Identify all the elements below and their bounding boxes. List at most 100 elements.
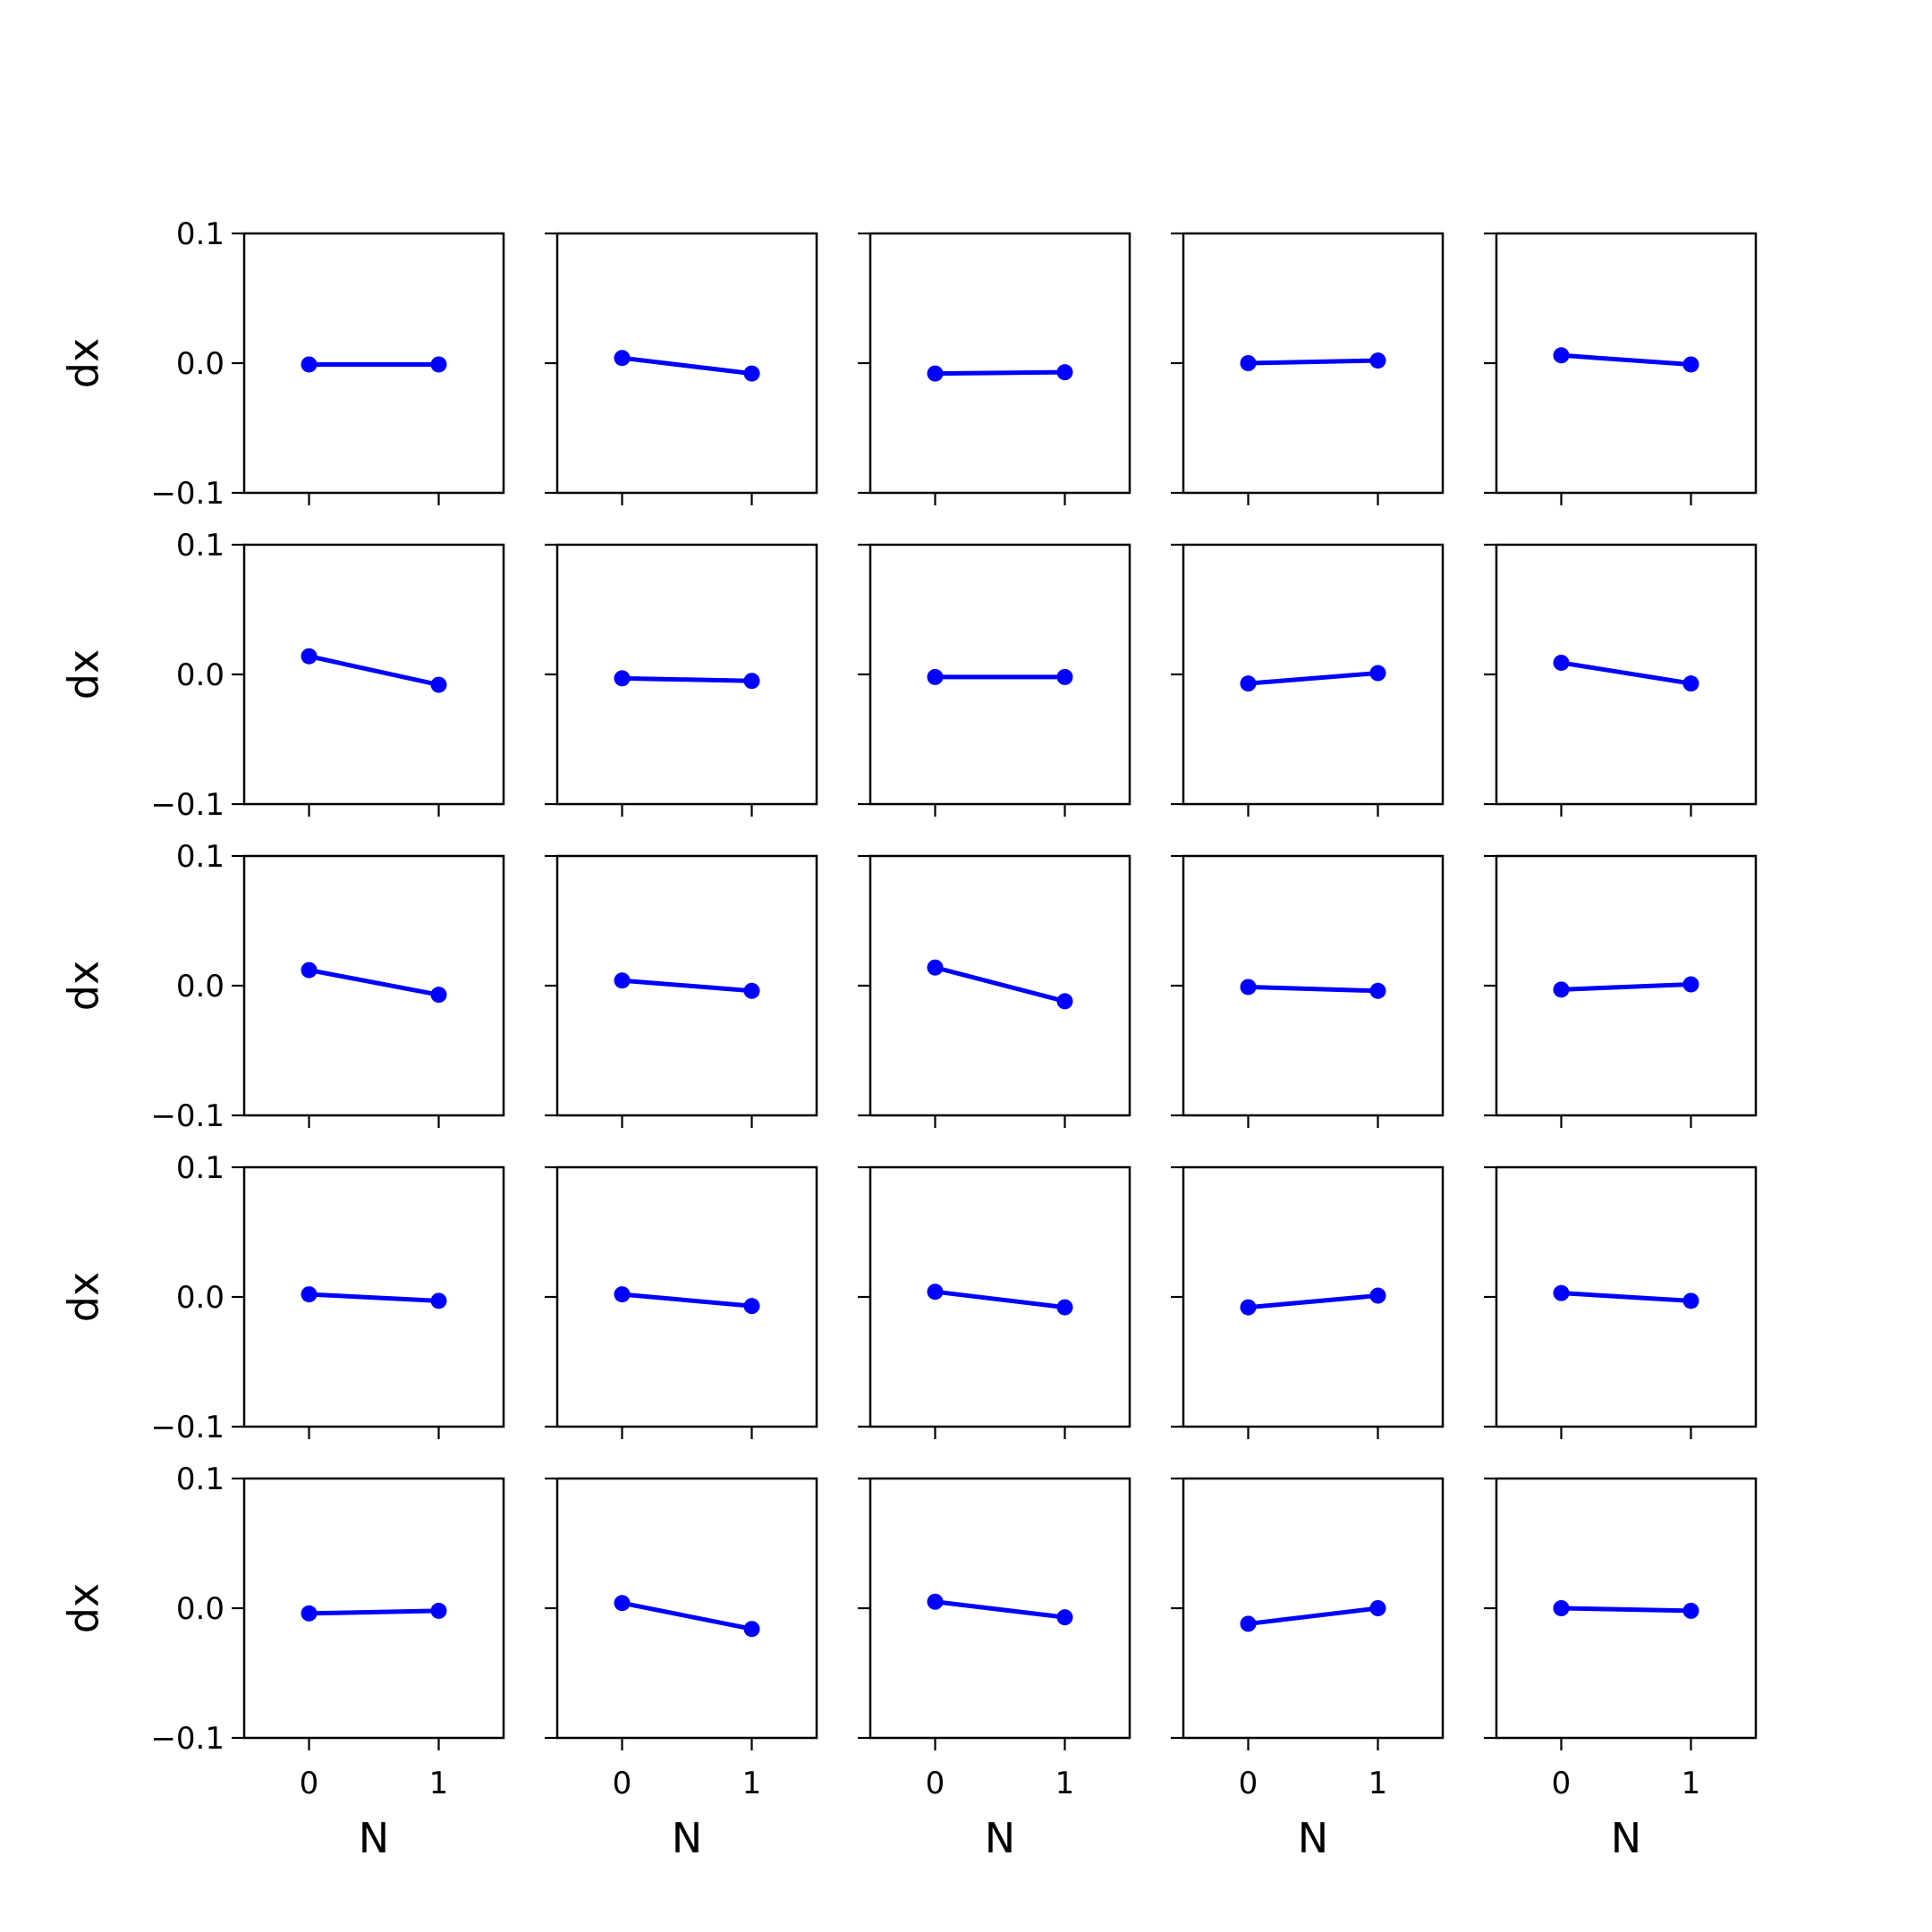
subplot-r3-c2 — [545, 854, 818, 1128]
data-point — [614, 350, 631, 367]
data-point — [1056, 364, 1073, 381]
series-line — [309, 1292, 439, 1303]
subplot-r5-c1: −0.1 0.0 0.1 0 1 dx N — [60, 1462, 505, 1862]
y-axis-label: dx — [60, 961, 108, 1011]
x-tick-label: 0 — [300, 1766, 319, 1801]
y-tick-label: 0.1 — [176, 1150, 225, 1186]
data-point — [927, 1284, 944, 1301]
data-point — [430, 676, 447, 693]
series-line — [1248, 1606, 1378, 1626]
data-point — [1682, 675, 1699, 692]
data-point — [1553, 1600, 1570, 1616]
y-tick-label: 0.1 — [176, 1462, 225, 1497]
data-point — [743, 365, 760, 382]
y-tick-label: −0.1 — [150, 1410, 225, 1445]
x-tick-label: 0 — [1239, 1766, 1258, 1801]
data-point — [1553, 981, 1570, 998]
data-point — [1240, 355, 1257, 371]
panels-layer: −0.10.00.1dx−0.10.00.1dx−0.10.00.1dx−0.1… — [60, 216, 1758, 1862]
x-tick-label: 1 — [1682, 1766, 1701, 1801]
y-tick-label: 0.0 — [176, 657, 225, 693]
series-line — [622, 675, 752, 683]
data-point — [1240, 675, 1257, 692]
subplot-r1-c1: −0.1 0.0 0.1 dx — [60, 216, 505, 512]
series-line — [1248, 1293, 1378, 1310]
y-axis-label: dx — [60, 649, 108, 699]
data-point — [1056, 993, 1073, 1010]
subplot-r5-c3: 0 1 N — [858, 1477, 1131, 1862]
data-point — [927, 365, 944, 382]
data-point — [1369, 982, 1386, 999]
series-line — [1561, 352, 1691, 367]
data-point — [1682, 976, 1699, 993]
data-point — [1240, 1299, 1257, 1316]
y-tick-label: −0.1 — [150, 1098, 225, 1134]
subplot-r2-c3 — [858, 543, 1131, 817]
x-tick-label: 1 — [1368, 1766, 1388, 1801]
subplot-r4-c2 — [545, 1165, 818, 1439]
y-axis-label: dx — [60, 1272, 108, 1322]
data-point — [927, 959, 944, 976]
data-point — [1240, 1615, 1257, 1632]
series-line — [935, 1289, 1065, 1310]
data-point — [1240, 979, 1257, 996]
data-point — [743, 673, 760, 690]
data-point — [614, 1595, 631, 1612]
subplot-r4-c5 — [1484, 1165, 1758, 1439]
data-point — [1056, 1609, 1073, 1626]
data-point — [1369, 1600, 1386, 1616]
subplot-r3-c4 — [1171, 854, 1445, 1128]
subplot-r3-c5 — [1484, 854, 1758, 1128]
data-point — [743, 1621, 760, 1638]
subplot-r1-c3 — [858, 232, 1131, 505]
y-tick-label: 0.0 — [176, 1280, 225, 1316]
x-axis-label: N — [985, 1814, 1015, 1862]
data-point — [1682, 356, 1699, 373]
y-tick-label: 0.1 — [176, 528, 225, 564]
series-line — [935, 369, 1065, 377]
data-point — [1682, 1292, 1699, 1309]
data-point — [301, 1605, 318, 1622]
data-point — [430, 987, 447, 1004]
series-line — [309, 1608, 439, 1616]
subplot-r2-c5 — [1484, 543, 1758, 817]
x-axis-label: N — [1298, 1814, 1328, 1862]
series-line — [935, 1599, 1065, 1620]
x-tick-label: 1 — [429, 1766, 449, 1801]
series-line — [622, 1600, 752, 1631]
data-point — [614, 1286, 631, 1303]
x-tick-label: 1 — [742, 1766, 762, 1801]
series-line — [1561, 660, 1691, 686]
data-point — [927, 668, 944, 685]
subplot-r4-c4 — [1171, 1165, 1445, 1439]
data-point — [1369, 1287, 1386, 1304]
y-tick-label: 0.1 — [176, 839, 225, 875]
subplot-r4-c1: −0.1 0.0 0.1 dx — [60, 1150, 505, 1445]
subplot-r2-c2 — [545, 543, 818, 817]
series-line — [622, 978, 752, 994]
y-tick-label: 0.0 — [176, 969, 225, 1004]
data-point — [1056, 1299, 1073, 1316]
data-point — [743, 982, 760, 999]
x-tick-label: 1 — [1055, 1766, 1075, 1801]
series-line — [934, 965, 1066, 1004]
data-point — [1056, 668, 1073, 685]
series-line — [1248, 358, 1378, 366]
subplot-r2-c4 — [1171, 543, 1445, 817]
series-line — [1561, 1606, 1691, 1614]
data-point — [1553, 1284, 1570, 1301]
series-line — [1561, 1291, 1691, 1303]
series-line — [622, 1292, 752, 1309]
series-line — [1248, 671, 1378, 686]
data-point — [430, 1292, 447, 1309]
data-point — [301, 356, 318, 373]
series-line — [622, 355, 752, 377]
x-axis-label: N — [1611, 1814, 1641, 1862]
y-tick-label: 0.0 — [176, 346, 225, 382]
data-point — [614, 972, 631, 989]
series-line — [1248, 984, 1378, 994]
data-point — [743, 1298, 760, 1315]
data-point — [301, 962, 318, 979]
y-tick-label: 0.0 — [176, 1591, 225, 1627]
